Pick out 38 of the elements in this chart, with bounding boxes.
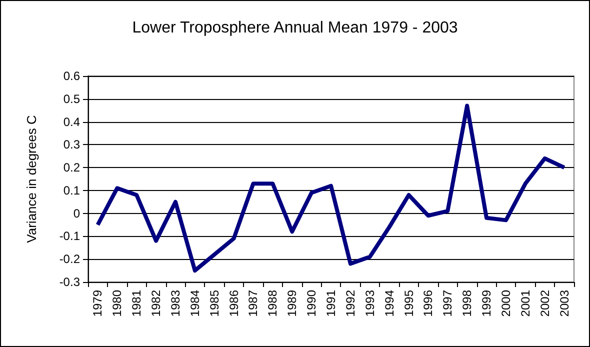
x-tick-label: 1997	[440, 290, 455, 317]
y-tick-label: -0.2	[59, 252, 80, 266]
y-tick-label: 0.2	[63, 160, 80, 175]
x-tick-label: 1992	[343, 290, 358, 317]
x-tick-label: 2000	[498, 290, 513, 317]
x-tick-label: 1982	[149, 290, 164, 317]
x-tick-label: 2002	[538, 290, 552, 317]
x-tick-label: 1986	[226, 290, 241, 317]
x-tick-label: 2001	[518, 290, 532, 317]
x-tick-label: 1991	[324, 290, 338, 317]
x-tick-label: 1999	[480, 290, 494, 317]
y-axis-title: Variance in degrees C	[24, 115, 39, 243]
x-tick-label: 1985	[207, 290, 222, 317]
y-tick-label: -0.1	[59, 229, 80, 244]
x-tick-label: 1990	[304, 290, 319, 317]
x-tick-label: 1979	[90, 290, 105, 317]
y-tick-label: 0.1	[63, 183, 80, 198]
y-tick-label: 0	[73, 206, 80, 220]
x-tick-label: 1989	[285, 290, 300, 317]
x-tick-label: 1996	[421, 290, 436, 317]
line-series	[96, 104, 566, 273]
x-tick-label: 1988	[266, 290, 280, 317]
x-tick-label: 1994	[382, 290, 396, 317]
x-tick-label: 2003	[557, 290, 572, 317]
x-tick-label: 1983	[168, 290, 182, 317]
x-tick-label: 1984	[188, 290, 202, 317]
x-tick-label: 1981	[130, 290, 144, 317]
x-tick-label: 1998	[460, 290, 474, 317]
y-tick-label: -0.3	[59, 275, 80, 289]
x-tick-label: 1987	[246, 290, 260, 317]
y-tick-label: 0.4	[63, 114, 80, 129]
x-tick-label: 1980	[110, 290, 124, 317]
x-tick-label: 1995	[402, 290, 416, 317]
y-tick-label: 0.6	[63, 69, 80, 83]
y-tick-label: 0.5	[63, 92, 80, 106]
x-tick-label: 1993	[362, 290, 377, 317]
y-tick-label: 0.3	[63, 138, 80, 152]
chart-title: Lower Troposphere Annual Mean 1979 - 2003	[132, 20, 458, 36]
